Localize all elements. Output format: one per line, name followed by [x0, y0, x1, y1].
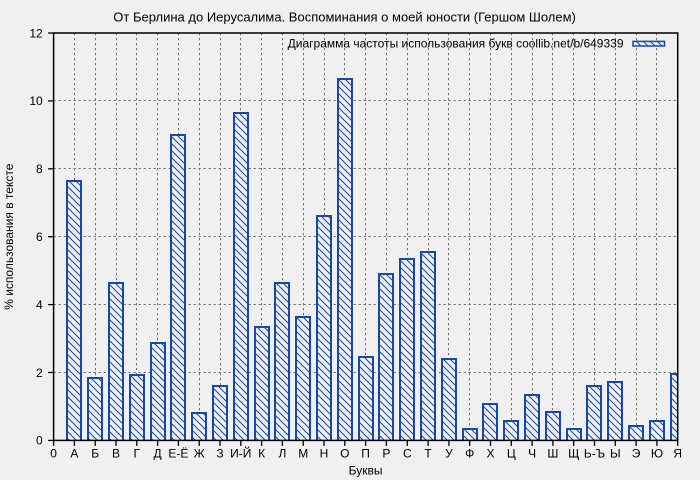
- svg-text:Э: Э: [632, 447, 641, 461]
- svg-text:С: С: [403, 447, 412, 461]
- svg-text:% использования в тексте: % использования в тексте: [2, 163, 16, 309]
- svg-text:0: 0: [36, 434, 43, 448]
- svg-text:12: 12: [29, 26, 43, 40]
- svg-text:Ч: Ч: [528, 447, 536, 461]
- svg-text:И-Й: И-Й: [230, 446, 251, 461]
- svg-text:Р: Р: [382, 447, 390, 461]
- svg-text:6: 6: [36, 230, 43, 244]
- svg-text:2: 2: [36, 366, 43, 380]
- svg-text:Ш: Ш: [547, 447, 558, 461]
- svg-text:8: 8: [36, 162, 43, 176]
- svg-text:Д: Д: [154, 447, 162, 461]
- svg-text:Т: Т: [424, 447, 432, 461]
- svg-text:Б: Б: [91, 447, 99, 461]
- svg-text:А: А: [70, 447, 78, 461]
- svg-text:К: К: [258, 447, 265, 461]
- svg-text:4: 4: [36, 298, 43, 312]
- svg-text:З: З: [216, 447, 223, 461]
- svg-text:Щ: Щ: [568, 447, 579, 461]
- svg-text:Ю: Ю: [651, 447, 663, 461]
- svg-text:О: О: [340, 447, 349, 461]
- svg-text:В: В: [112, 447, 120, 461]
- svg-text:Ж: Ж: [194, 447, 205, 461]
- svg-text:Ы: Ы: [610, 447, 621, 461]
- svg-text:Ц: Ц: [507, 447, 516, 461]
- svg-text:10: 10: [29, 94, 43, 108]
- svg-text:Я: Я: [673, 447, 682, 461]
- svg-text:Х: Х: [486, 447, 494, 461]
- svg-text:Диаграмма частоты использовани: Диаграмма частоты использования букв coo…: [288, 37, 624, 51]
- svg-text:Ф: Ф: [465, 447, 474, 461]
- svg-text:От Берлина до Иерусалима. Восп: От Берлина до Иерусалима. Воспоминания о…: [113, 10, 576, 25]
- svg-text:П: П: [361, 447, 370, 461]
- svg-text:0: 0: [50, 447, 57, 461]
- svg-text:Л: Л: [278, 447, 286, 461]
- svg-text:М: М: [298, 447, 308, 461]
- svg-text:У: У: [445, 447, 453, 461]
- svg-text:Ь-Ъ: Ь-Ъ: [584, 447, 605, 461]
- svg-text:Буквы: Буквы: [349, 463, 383, 477]
- svg-text:Е-Ё: Е-Ё: [168, 447, 188, 461]
- svg-text:Н: Н: [320, 447, 329, 461]
- svg-text:Г: Г: [134, 447, 141, 461]
